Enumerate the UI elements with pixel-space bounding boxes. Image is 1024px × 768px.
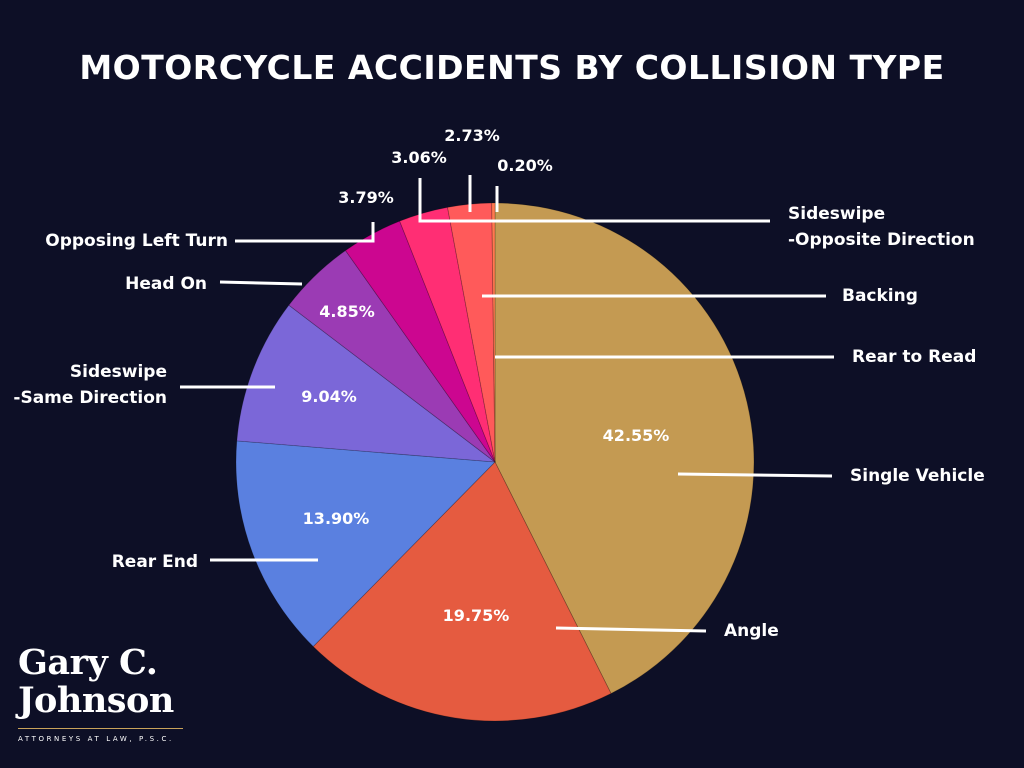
slice-value-label: 2.73%: [444, 126, 500, 145]
slice-category-label: Sideswipe -Same Direction: [13, 362, 167, 408]
slice-value-label: 3.06%: [391, 148, 447, 167]
leader-line: [418, 178, 770, 223]
leader-line: [235, 222, 375, 243]
slice-value-label: 13.90%: [303, 509, 370, 528]
pie-slice-angle: [312, 461, 612, 722]
pie-slice-sideswipe-opposite-direction: [399, 206, 496, 463]
pie-slice-head-on: [288, 249, 496, 463]
slice-value-label: 4.85%: [319, 302, 375, 321]
slice-value-label: 0.20%: [497, 156, 553, 175]
pie-slice-rear-end: [235, 440, 496, 648]
slice-category-label: Sideswipe -Opposite Direction: [788, 204, 975, 250]
slice-category-label: Angle: [724, 621, 779, 641]
chart-title: MOTORCYCLE ACCIDENTS BY COLLISION TYPE: [79, 48, 945, 87]
slice-category-label: Opposing Left Turn: [45, 231, 228, 251]
leader-line: [219, 280, 303, 286]
logo-divider: [18, 728, 183, 729]
slice-value-label: 3.79%: [338, 188, 394, 207]
pie-slice-rear-to-read: [491, 202, 496, 463]
slice-value-label: 42.55%: [603, 426, 670, 445]
slice-category-label: Single Vehicle: [850, 466, 985, 486]
pie-slice-sideswipe-same-direction: [236, 304, 497, 463]
logo-tagline: ATTORNEYS AT LAW, P.S.C.: [18, 735, 174, 743]
slice-category-label: Rear End: [112, 552, 198, 572]
leader-line: [555, 626, 707, 633]
leader-line: [677, 472, 833, 478]
slice-value-label: 19.75%: [443, 606, 510, 625]
logo-name: Gary C. Johnson: [18, 642, 174, 721]
slice-category-label: Backing: [842, 286, 918, 306]
slice-category-label: Head On: [125, 274, 207, 294]
company-logo: Gary C. Johnson ATTORNEYS AT LAW, P.S.C.: [18, 644, 193, 743]
slice-value-label: 9.04%: [301, 387, 357, 406]
slice-category-label: Rear to Read: [852, 347, 976, 367]
